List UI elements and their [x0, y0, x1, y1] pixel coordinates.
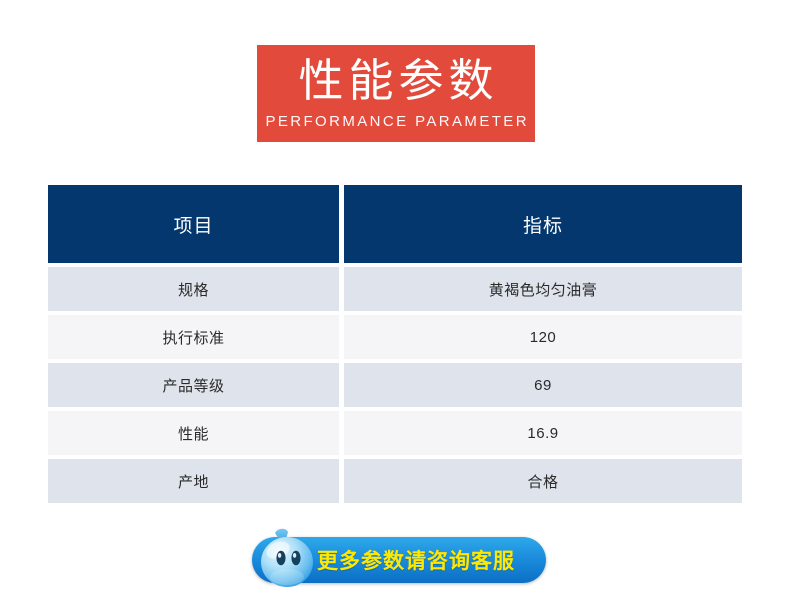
- column-header-item: 项目: [48, 185, 339, 263]
- row-item-value: 69: [344, 363, 742, 407]
- banner-subtitle: PERFORMANCE PARAMETER: [265, 113, 529, 130]
- row-item-value: 120: [344, 315, 742, 359]
- column-header-index: 指标: [344, 185, 742, 263]
- table-header-row: 项目 指标: [48, 185, 742, 263]
- row-item-label: 执行标准: [48, 315, 339, 359]
- row-item-value: 16.9: [344, 411, 742, 455]
- row-item-value: 黄褐色均匀油膏: [344, 267, 742, 311]
- row-item-label: 规格: [48, 267, 339, 311]
- performance-parameter-table: 项目 指标 规格 黄褐色均匀油膏 执行标准 120 产品等级 69 性能 16.…: [48, 185, 742, 507]
- contact-customer-service-button[interactable]: 更多参数请咨询客服: [252, 537, 546, 583]
- contact-customer-service-label: 更多参数请咨询客服: [317, 550, 515, 573]
- table-row: 执行标准 120: [48, 315, 742, 359]
- table-row: 规格 黄褐色均匀油膏: [48, 267, 742, 311]
- row-item-label: 性能: [48, 411, 339, 455]
- row-item-label: 产地: [48, 459, 339, 503]
- row-item-label: 产品等级: [48, 363, 339, 407]
- table-row: 性能 16.9: [48, 411, 742, 455]
- table-row: 产地 合格: [48, 459, 742, 503]
- row-item-value: 合格: [344, 459, 742, 503]
- table-row: 产品等级 69: [48, 363, 742, 407]
- banner-title: 性能参数: [298, 55, 499, 106]
- performance-parameter-banner: 性能参数 PERFORMANCE PARAMETER: [257, 45, 535, 142]
